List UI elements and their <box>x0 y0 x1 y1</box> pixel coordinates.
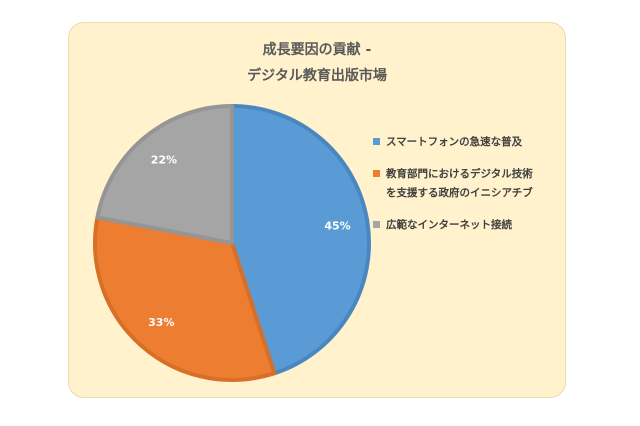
pie-slice-government <box>93 215 277 382</box>
pie-slice-internet <box>95 104 234 245</box>
pie-slice-smartphone <box>230 104 371 376</box>
pie-label-internet: 22% <box>151 154 177 167</box>
legend-swatch-government <box>373 170 380 177</box>
legend-label-government: 教育部門におけるデジタル技術を支援する政府のイニシアチブ <box>386 168 533 199</box>
legend: スマートフォンの急速な普及 教育部門におけるデジタル技術を支援する政府のイニシア… <box>373 133 533 248</box>
legend-item-smartphone: スマートフォンの急速な普及 <box>373 133 533 152</box>
pie-label-smartphone: 45% <box>324 219 350 232</box>
pie-chart: 45% 33% 22% <box>93 104 371 382</box>
legend-item-internet: 広範なインターネット接続 <box>373 216 533 235</box>
legend-swatch-internet <box>373 221 380 228</box>
legend-label-internet: 広範なインターネット接続 <box>386 219 512 231</box>
legend-label-smartphone: スマートフォンの急速な普及 <box>386 136 523 148</box>
chart-title-line-1: 成長要因の貢献 - <box>262 42 372 58</box>
chart-title: 成長要因の貢献 - デジタル教育出版市場 <box>69 37 565 89</box>
chart-title-line-2: デジタル教育出版市場 <box>247 68 387 84</box>
legend-item-government: 教育部門におけるデジタル技術を支援する政府のイニシアチブ <box>373 165 533 203</box>
chart-card: 成長要因の貢献 - デジタル教育出版市場 45% 33% 22% スマートフォンの急… <box>68 22 566 398</box>
pie-label-government: 33% <box>148 316 174 329</box>
legend-swatch-smartphone <box>373 138 380 145</box>
